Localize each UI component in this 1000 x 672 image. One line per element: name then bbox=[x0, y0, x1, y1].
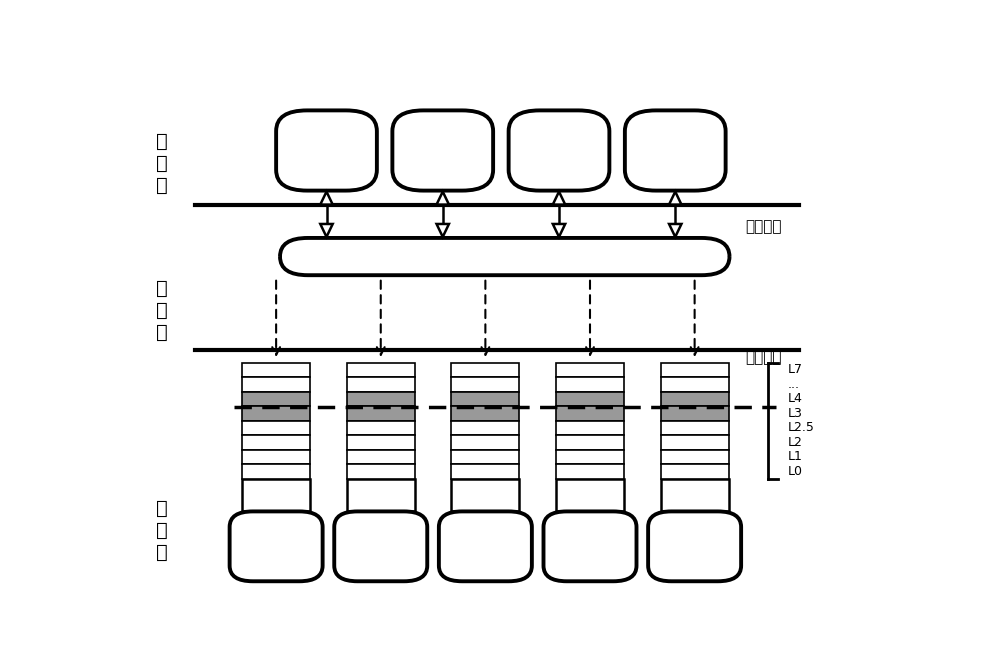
Bar bbox=[556, 421, 624, 435]
Bar bbox=[556, 406, 624, 421]
Text: 电路
交换: 电路 交换 bbox=[477, 532, 494, 561]
Bar bbox=[347, 464, 415, 478]
Text: L4: L4 bbox=[788, 392, 802, 405]
Bar bbox=[347, 363, 415, 377]
Text: 南向接口: 南向接口 bbox=[745, 350, 782, 365]
Bar bbox=[451, 435, 519, 450]
Polygon shape bbox=[437, 192, 449, 204]
Bar bbox=[242, 435, 310, 450]
FancyBboxPatch shape bbox=[334, 511, 427, 581]
Bar bbox=[556, 450, 624, 464]
Polygon shape bbox=[553, 224, 565, 237]
Bar bbox=[556, 392, 624, 406]
Polygon shape bbox=[320, 224, 333, 237]
Bar bbox=[242, 421, 310, 435]
Bar bbox=[556, 464, 624, 478]
Bar bbox=[451, 406, 519, 421]
Text: 应用程序
2: 应用程序 2 bbox=[423, 131, 463, 170]
Bar bbox=[451, 421, 519, 435]
FancyBboxPatch shape bbox=[392, 110, 493, 191]
Bar bbox=[661, 363, 729, 377]
Text: 应用程序
1: 应用程序 1 bbox=[306, 131, 347, 170]
Bar bbox=[661, 478, 729, 511]
FancyBboxPatch shape bbox=[439, 511, 532, 581]
FancyBboxPatch shape bbox=[230, 511, 323, 581]
Bar bbox=[661, 464, 729, 478]
Bar bbox=[347, 478, 415, 511]
Bar bbox=[556, 435, 624, 450]
Bar bbox=[451, 392, 519, 406]
Bar bbox=[242, 392, 310, 406]
Bar bbox=[556, 363, 624, 377]
Bar bbox=[451, 363, 519, 377]
Bar bbox=[451, 464, 519, 478]
Bar bbox=[661, 435, 729, 450]
Text: 应用程序
N: 应用程序 N bbox=[655, 131, 695, 170]
Text: 分组交换转电
路交换: 分组交换转电 路交换 bbox=[356, 532, 406, 561]
Text: 网络控制器: 网络控制器 bbox=[475, 247, 534, 266]
FancyBboxPatch shape bbox=[280, 238, 730, 276]
Text: L2: L2 bbox=[788, 436, 802, 449]
Text: L7: L7 bbox=[788, 364, 803, 376]
Polygon shape bbox=[320, 192, 333, 204]
Bar bbox=[661, 421, 729, 435]
Text: 控
制
层: 控 制 层 bbox=[156, 280, 168, 343]
Text: 通用
流表: 通用 流表 bbox=[668, 375, 686, 407]
Bar bbox=[556, 377, 624, 392]
Bar bbox=[661, 377, 729, 392]
Bar bbox=[242, 450, 310, 464]
Bar bbox=[347, 377, 415, 392]
Text: 分组
交换: 分组 交换 bbox=[686, 532, 703, 561]
Text: 电路交换转分
组交换: 电路交换转分 组交换 bbox=[565, 532, 615, 561]
Text: 北向接口: 北向接口 bbox=[745, 219, 782, 234]
Bar bbox=[661, 392, 729, 406]
Bar bbox=[347, 421, 415, 435]
Bar bbox=[242, 478, 310, 511]
FancyBboxPatch shape bbox=[276, 110, 377, 191]
Polygon shape bbox=[669, 224, 681, 237]
FancyBboxPatch shape bbox=[625, 110, 726, 191]
Text: 应用程序
N-1: 应用程序 N-1 bbox=[539, 131, 579, 170]
Bar bbox=[556, 478, 624, 511]
Text: L3: L3 bbox=[788, 407, 802, 420]
Bar bbox=[242, 363, 310, 377]
Text: ...: ... bbox=[788, 378, 800, 391]
Text: 数
据
层: 数 据 层 bbox=[156, 499, 168, 562]
Polygon shape bbox=[553, 192, 565, 204]
Bar bbox=[347, 435, 415, 450]
Bar bbox=[242, 377, 310, 392]
FancyBboxPatch shape bbox=[648, 511, 741, 581]
Bar bbox=[242, 406, 310, 421]
Text: L0: L0 bbox=[788, 465, 803, 478]
Bar bbox=[451, 377, 519, 392]
Bar bbox=[451, 450, 519, 464]
Bar bbox=[451, 478, 519, 511]
Bar bbox=[661, 406, 729, 421]
Bar bbox=[242, 464, 310, 478]
Text: L1: L1 bbox=[788, 450, 802, 463]
Text: 分组
交换: 分组 交换 bbox=[268, 532, 285, 561]
Polygon shape bbox=[437, 224, 449, 237]
Polygon shape bbox=[669, 192, 681, 204]
Bar bbox=[347, 450, 415, 464]
Text: 应
用
层: 应 用 层 bbox=[156, 132, 168, 195]
Text: L2.5: L2.5 bbox=[788, 421, 814, 434]
Bar bbox=[347, 392, 415, 406]
Bar bbox=[347, 406, 415, 421]
Bar bbox=[661, 450, 729, 464]
FancyBboxPatch shape bbox=[509, 110, 609, 191]
FancyBboxPatch shape bbox=[544, 511, 637, 581]
